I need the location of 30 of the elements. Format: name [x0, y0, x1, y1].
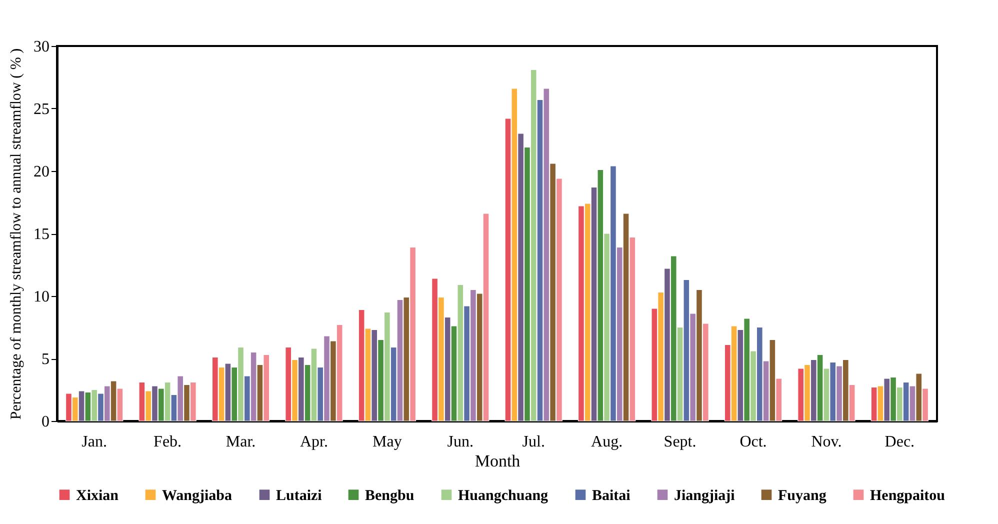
- y-tick-label: 20: [34, 164, 50, 180]
- legend-label: Baitai: [592, 488, 630, 504]
- x-tick-label: May: [372, 434, 402, 450]
- legend-label: Huangchuang: [458, 488, 549, 504]
- y-tick-label: 0: [42, 414, 50, 430]
- legend-label: Fuyang: [778, 488, 827, 504]
- x-axis-title: Month: [474, 452, 521, 470]
- x-tick-label: Feb.: [154, 434, 182, 450]
- x-tick-label: Nov.: [811, 434, 842, 450]
- x-tick-label: Apr.: [300, 434, 328, 450]
- legend-label: Bengbu: [365, 488, 414, 504]
- y-tick-label: 5: [42, 351, 50, 368]
- legend-label: Hengpaitou: [870, 488, 946, 504]
- y-axis-title: Percentage of monthly streamflow to annual streamflow ( % ): [8, 48, 24, 420]
- legend-label: Xixian: [76, 488, 120, 504]
- x-tick-label: Jun.: [447, 434, 474, 450]
- legend-label: Wangjiaba: [162, 488, 233, 504]
- x-tick-label: Sept.: [664, 434, 696, 450]
- legend-label: Lutaizi: [276, 488, 322, 504]
- x-tick-label: Jan.: [82, 434, 107, 450]
- x-tick-label: Jul.: [522, 434, 545, 450]
- x-tick-label: Mar.: [226, 434, 256, 450]
- legend-label: Jiangjiaji: [674, 488, 735, 504]
- y-tick-label: 30: [34, 38, 50, 56]
- y-tick-label: 10: [34, 288, 50, 306]
- x-tick-label: Oct.: [740, 434, 767, 450]
- y-tick-label: 15: [34, 226, 50, 243]
- x-tick-label: Aug.: [591, 434, 623, 450]
- y-tick-label: 25: [34, 101, 50, 118]
- x-tick-label: Dec.: [884, 434, 915, 450]
